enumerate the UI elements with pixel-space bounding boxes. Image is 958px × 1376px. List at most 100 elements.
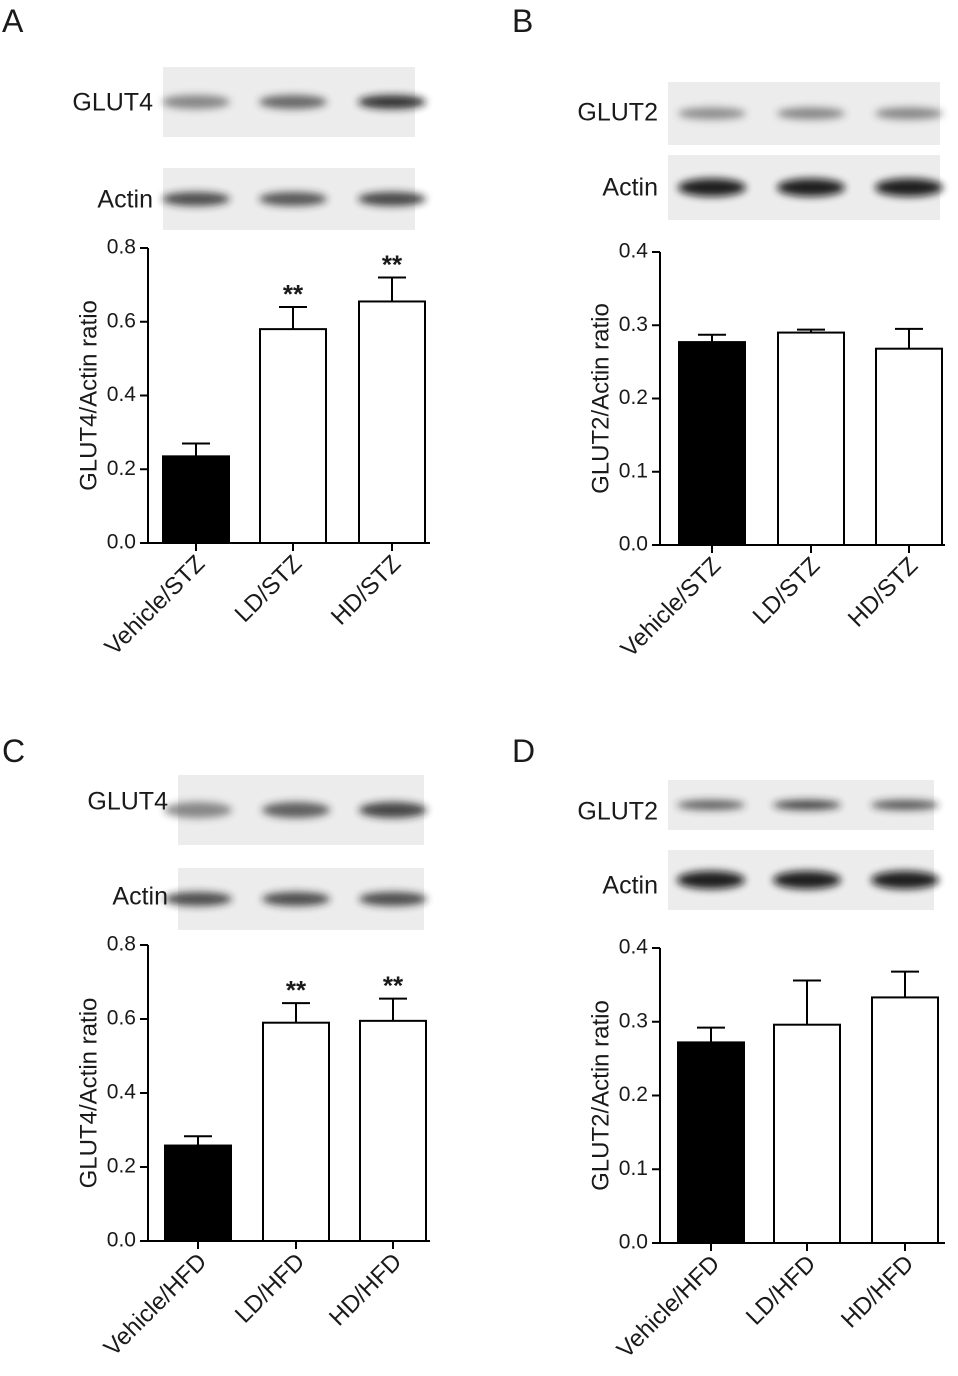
panel: C GLUT4 Actin 0.0 0.2 0.4 0.6 0.8 GLUT4/Actin ra…	[2, 733, 430, 1362]
blot-band	[262, 892, 330, 906]
blot-band	[678, 178, 746, 197]
error-bar	[182, 442, 210, 457]
error-bar	[184, 1135, 212, 1146]
x-tick-label: Vehicle/STZ	[616, 552, 727, 663]
error-bar	[379, 997, 407, 1021]
blot-band	[773, 871, 841, 889]
blot-band	[162, 95, 230, 109]
blot-band	[871, 871, 939, 889]
panel: D GLUT2 Actin 0.0 0.1 0.2 0.3 0.4 GLUT2/Actin ra…	[512, 733, 945, 1364]
panel-letter: A	[2, 3, 24, 39]
y-tick-label: 0.1	[619, 459, 648, 482]
blot-band	[777, 107, 845, 120]
significance-mark: **	[383, 971, 404, 1001]
y-tick-label: 0.4	[619, 240, 649, 263]
y-tick-label: 0.2	[107, 1155, 136, 1178]
x-tick-label: Vehicle/STZ	[100, 550, 211, 661]
y-tick-label: 0.6	[107, 1007, 136, 1030]
blot-label: GLUT2	[577, 798, 658, 826]
y-tick-label: 0.4	[107, 383, 137, 406]
error-bar	[891, 970, 919, 998]
x-tick-label: LD/STZ	[748, 552, 826, 630]
y-tick-label: 0.1	[619, 1157, 648, 1180]
blot-band	[773, 800, 841, 810]
error-bar	[279, 306, 307, 330]
blot-band	[359, 892, 427, 906]
bar	[677, 1041, 745, 1245]
x-tick-label: HD/STZ	[843, 552, 923, 632]
blot-band	[875, 178, 943, 197]
bar	[164, 1144, 232, 1243]
blot-band	[259, 192, 327, 206]
y-tick-label: 0.0	[619, 533, 648, 556]
significance-mark: **	[382, 250, 403, 280]
panel-letter: C	[2, 733, 25, 769]
x-tick-label: Vehicle/HFD	[612, 1250, 725, 1363]
bar	[359, 1019, 427, 1242]
error-bar	[793, 979, 821, 1025]
bar	[773, 1023, 841, 1244]
y-tick-label: 0.8	[107, 236, 136, 259]
blot-band	[358, 95, 426, 109]
blot-band	[777, 178, 845, 197]
error-bar	[697, 1026, 725, 1043]
x-tick-label: LD/HFD	[230, 1248, 310, 1328]
bar	[777, 331, 845, 547]
blot-label: Actin	[602, 174, 658, 202]
blot-band	[677, 800, 745, 810]
y-axis-label: GLUT2/Actin ratio	[587, 303, 614, 494]
y-tick-label: 0.4	[619, 936, 649, 959]
y-axis-label: GLUT4/Actin ratio	[75, 300, 102, 491]
error-bar	[282, 1002, 310, 1023]
x-tick-label: LD/STZ	[230, 550, 308, 628]
y-tick-label: 0.3	[619, 313, 648, 336]
y-tick-label: 0.2	[619, 386, 648, 409]
blot-label: GLUT4	[72, 89, 153, 117]
y-axis-label: GLUT4/Actin ratio	[75, 998, 102, 1189]
y-tick-label: 0.4	[107, 1081, 137, 1104]
bar	[871, 996, 939, 1244]
blot-label: Actin	[602, 872, 658, 900]
x-tick-label: HD/HFD	[324, 1248, 407, 1331]
x-tick-label: HD/STZ	[326, 550, 406, 630]
blot-band	[358, 192, 426, 206]
bar	[262, 1021, 330, 1243]
panel-letter: B	[512, 3, 533, 39]
blot-band	[164, 892, 232, 906]
x-tick-label: LD/HFD	[741, 1250, 821, 1330]
y-tick-label: 0.3	[619, 1009, 648, 1032]
y-tick-label: 0.8	[107, 933, 136, 956]
significance-mark: **	[286, 975, 307, 1005]
blot-band	[259, 95, 327, 109]
bar	[358, 300, 426, 544]
y-tick-label: 0.0	[107, 531, 136, 554]
blot-label: GLUT2	[577, 99, 658, 127]
blot-band	[162, 192, 230, 206]
panel: B GLUT2 Actin 0.0 0.1 0.2 0.3 0.4 GLUT2/Actin ra…	[512, 3, 945, 663]
y-tick-label: 0.0	[107, 1229, 136, 1252]
bar	[259, 328, 327, 544]
significance-mark: **	[283, 279, 304, 309]
x-tick-label: Vehicle/HFD	[99, 1248, 212, 1361]
panel: A GLUT4 Actin 0.0 0.2 0.4 0.6 0.8 GLUT4/Actin ra…	[2, 3, 430, 661]
blot-band	[875, 107, 943, 120]
x-tick-label: HD/HFD	[836, 1250, 919, 1333]
blot-label: Actin	[97, 186, 153, 214]
blot-band	[359, 802, 427, 818]
error-bar	[797, 328, 825, 333]
blot-band	[262, 802, 330, 818]
error-bar	[895, 327, 923, 349]
error-bar	[378, 276, 406, 302]
panel-letter: D	[512, 733, 535, 769]
y-tick-label: 0.0	[619, 1231, 648, 1254]
bar	[162, 455, 230, 544]
blot-band	[871, 800, 939, 810]
blot-band	[677, 871, 745, 889]
blot-label: Actin	[112, 883, 168, 911]
y-tick-label: 0.6	[107, 309, 136, 332]
error-bar	[698, 333, 726, 343]
y-tick-label: 0.2	[107, 457, 136, 480]
y-tick-label: 0.2	[619, 1083, 648, 1106]
blot-band	[164, 802, 232, 818]
y-axis-label: GLUT2/Actin ratio	[587, 1000, 614, 1191]
